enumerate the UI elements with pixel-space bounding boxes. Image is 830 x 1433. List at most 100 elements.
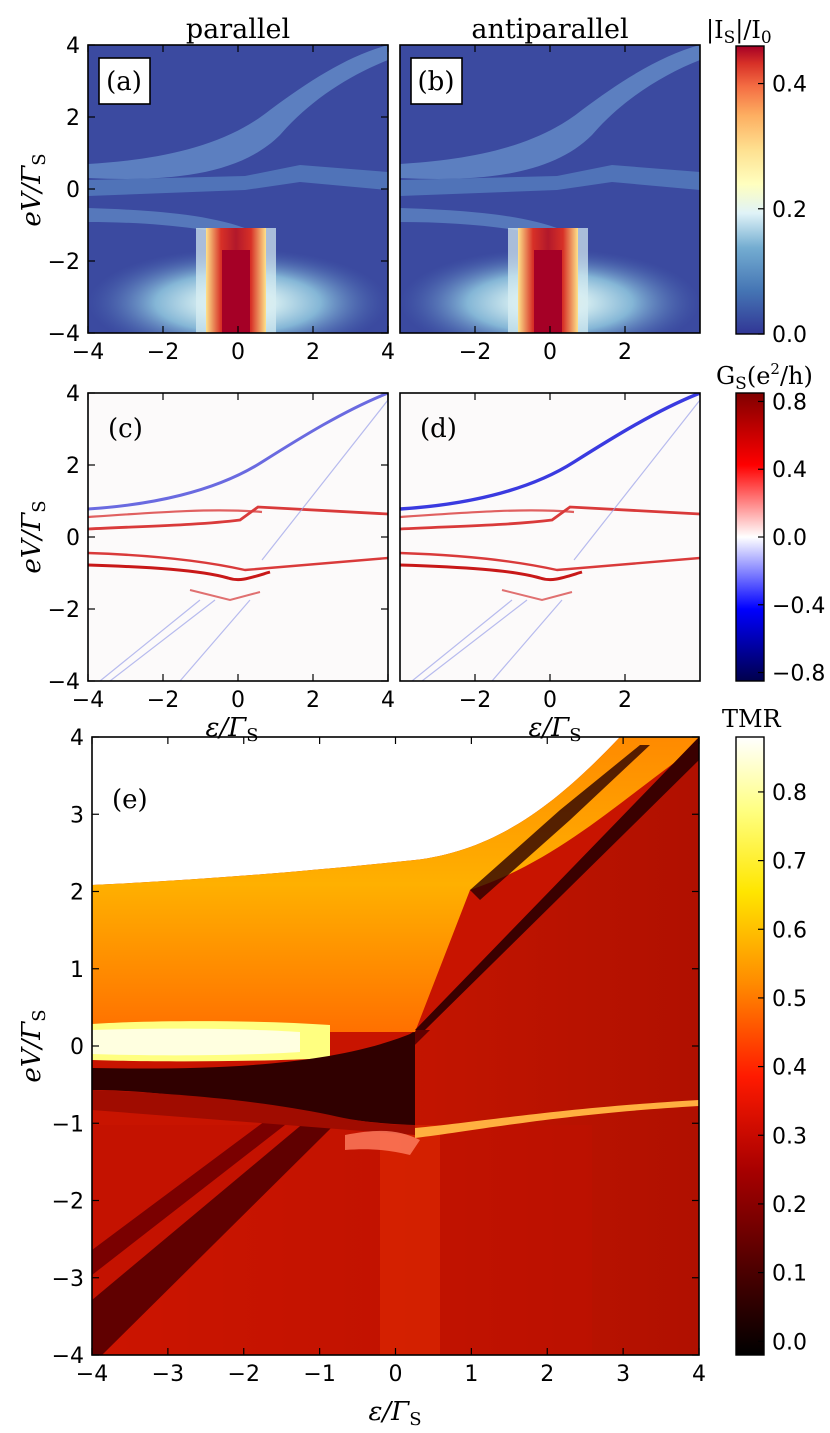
x-tick-label: −4: [72, 688, 104, 713]
x-tick-label: −2: [459, 688, 491, 713]
x-tick-label: 2: [306, 688, 320, 713]
panel-e-orange-band: [92, 737, 699, 1032]
colorbar-tmr-label: TMR: [722, 705, 782, 733]
panel-e-white-region: [92, 737, 699, 885]
colorbar-tick-label: 0.4: [772, 1056, 807, 1081]
x-tick-label: 0: [543, 340, 557, 365]
y-tick-label: 0: [66, 526, 80, 551]
y-tick-label: 3: [70, 803, 84, 828]
panel-c-red-curve-3: [88, 551, 388, 572]
colorbar-tick-label: 0.4: [772, 458, 807, 483]
panel-c: [88, 393, 388, 681]
panel-b: [400, 45, 700, 333]
panel-a-title: parallel: [186, 14, 290, 45]
panel-c-red-curve-1: [88, 509, 263, 519]
panel-a-label-box: [98, 57, 151, 105]
colorbar-tick-label: 0.0: [772, 1330, 807, 1355]
x-tick-label: 1: [464, 1362, 478, 1387]
x-tick-label: −1: [303, 1362, 335, 1387]
y-tick-label: −4: [52, 1344, 84, 1369]
panel-a-peak: [222, 250, 250, 333]
panel-a-lower-band: [88, 208, 250, 240]
panel-b-label: (b): [418, 67, 455, 97]
panel-e-dark-stripe: [470, 745, 650, 900]
colorbar-tick-label: 0.4: [772, 73, 807, 98]
panel-b-peak: [534, 250, 562, 333]
y-tick-label: 2: [70, 881, 84, 906]
xlabel-d: ε/ΓS: [528, 713, 581, 746]
panel-e-dark-wedge: [92, 1032, 415, 1125]
colorbar-tick-label: 0.5: [772, 987, 807, 1012]
colorbar-conductance-label: GS(e2/h): [716, 360, 813, 394]
panel-a-mid-band: [88, 165, 388, 196]
x-tick-label: 4: [381, 688, 395, 713]
colorbar-tick-label: 0.1: [772, 1262, 807, 1287]
panel-a-upper-band: [88, 45, 388, 179]
x-tick-label: −2: [147, 340, 179, 365]
panel-d-red-curve-5: [501, 589, 573, 602]
panel-c-label: (c): [108, 414, 143, 444]
x-tick-label: 4: [381, 340, 395, 365]
panel-b-title: antiparallel: [471, 14, 628, 45]
panel-b-label-box: [410, 57, 463, 105]
y-tick-label: 1: [70, 958, 84, 983]
panel-b-mid-band: [400, 165, 700, 196]
panel-c-red-curve-4: [88, 563, 271, 582]
ylabel-bottom: eV/ΓS: [17, 1009, 50, 1082]
x-tick-label: −4: [72, 340, 104, 365]
panel-c-red-curve-2: [88, 505, 388, 531]
x-tick-label: 2: [306, 340, 320, 365]
ylabel-top: eV/ΓS: [17, 153, 50, 226]
y-tick-label: 4: [66, 382, 80, 407]
colorbar-current-label: |IS|/I0: [706, 16, 772, 48]
colorbar-tick-label: 0.3: [772, 1124, 807, 1149]
panel-c-blue-curve: [88, 393, 388, 511]
x-tick-label: 0: [231, 340, 245, 365]
y-tick-label: 4: [70, 726, 84, 751]
xlabel-e: ε/ΓS: [368, 1397, 421, 1430]
x-tick-label: 2: [618, 688, 632, 713]
y-tick-label: −4: [48, 670, 80, 695]
y-tick-label: −3: [52, 1267, 84, 1292]
panel-e-edge-line: [415, 737, 699, 1030]
colorbar-tick-label: 0.7: [772, 850, 807, 875]
panel-b-upper-band: [400, 45, 700, 179]
ylabel-middle: eV/ΓS: [17, 500, 50, 573]
y-tick-label: −2: [52, 1190, 84, 1215]
y-tick-label: 0: [70, 1035, 84, 1060]
panel-d-background: [400, 393, 700, 681]
x-tick-label: −2: [147, 688, 179, 713]
panel-b-lower-band: [400, 208, 562, 240]
panel-e-bright-core: [92, 1028, 300, 1056]
colorbar-tick-label: −0.4: [772, 594, 825, 619]
x-tick-label: 3: [616, 1362, 630, 1387]
y-tick-label: −4: [48, 322, 80, 347]
colorbar-tmr: [735, 736, 765, 1356]
y-tick-label: −2: [48, 598, 80, 623]
colorbar-tick-label: 0.2: [772, 1193, 807, 1218]
colorbar-current: [735, 45, 765, 335]
panel-e-wedge-edge: [92, 1090, 415, 1135]
panel-e-bright-streak: [415, 1100, 699, 1138]
panel-d-blue-curve: [400, 393, 700, 511]
panel-c-red-curve-5: [189, 589, 261, 602]
x-tick-label: −3: [152, 1362, 184, 1387]
axis-ticks: −4 −2 0 2 4 4 2 0 −2 −4 −2 0 2 −4 −2 0 2 4 4 2 0 −2 −4 −2 0 2 −4 −3…: [48, 34, 826, 1387]
panel-d-red-curve-1: [400, 509, 575, 519]
colorbar-tick-label: 0.8: [772, 781, 807, 806]
x-tick-label: 4: [692, 1362, 706, 1387]
panel-a-label: (a): [106, 67, 142, 97]
y-tick-label: −2: [48, 250, 80, 275]
panel-d-red-curve-2: [400, 505, 700, 531]
colorbar-tick-label: 0.0: [772, 323, 807, 348]
panel-d: [400, 393, 700, 681]
x-tick-label: 2: [618, 340, 632, 365]
panel-e-dark-diag-2: [92, 1080, 330, 1275]
panel-d-faint-lines: [411, 399, 700, 681]
panel-e-center-stripe: [380, 1125, 440, 1355]
x-tick-label: −2: [459, 340, 491, 365]
panel-a: [88, 45, 388, 333]
colorbar-tick-label: −0.8: [772, 662, 825, 687]
colorbar-tick-label: 0.6: [772, 918, 807, 943]
